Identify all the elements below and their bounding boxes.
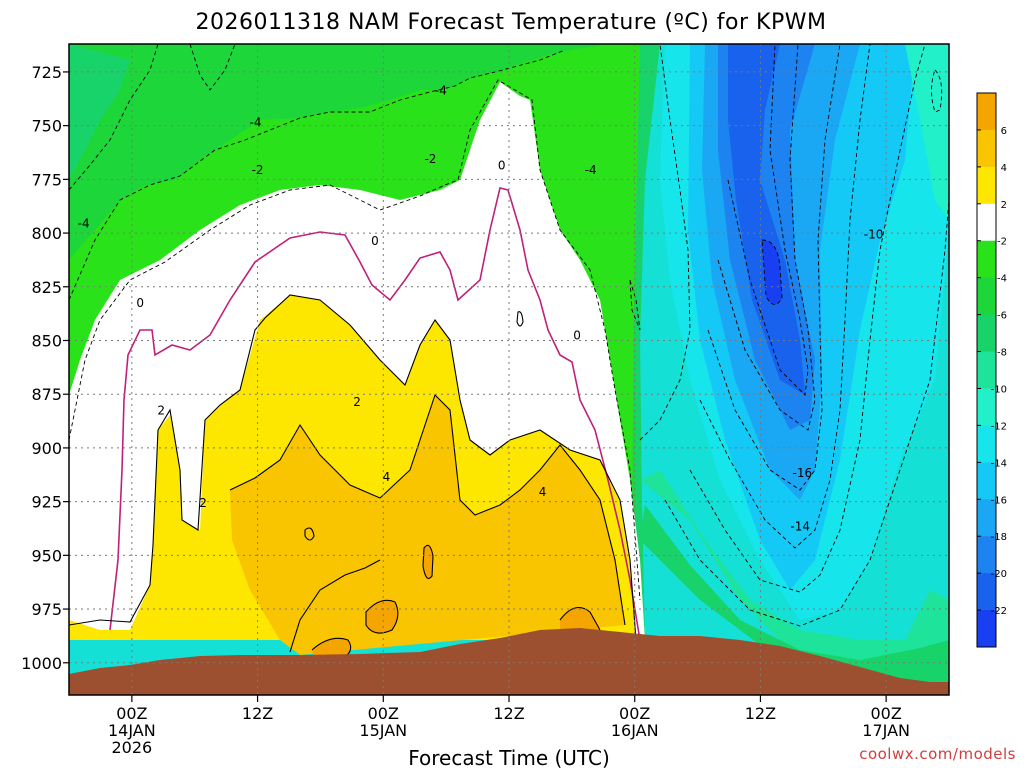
- terrain-surface: [69, 628, 949, 695]
- contour-label-1: -4: [249, 116, 261, 130]
- colorbar-label-10: -16: [991, 495, 1007, 506]
- colorbar-band-0: [977, 93, 996, 131]
- colorbar-band-6: [977, 314, 996, 353]
- x-tick-label-5: 12Z: [745, 704, 776, 723]
- colorbar-label-7: -10: [991, 384, 1007, 395]
- x-tick-label-0: 00Z 14JAN 2026: [108, 704, 156, 757]
- y-tick-label-4: 825: [31, 278, 62, 297]
- chart-title: 2026011318 NAM Forecast Temperature (ºC)…: [196, 10, 827, 35]
- credit-text: coolwx.com/models: [859, 745, 1016, 763]
- y-tick-label-1: 750: [31, 117, 62, 136]
- x-tick-label-3: 12Z: [493, 704, 524, 723]
- contour-label-7: 0: [371, 234, 379, 248]
- colorbar-label-9: -14: [991, 458, 1007, 469]
- colorbar-band-4: [977, 240, 996, 279]
- contour-label-8: 0: [498, 159, 506, 173]
- colorbar-band-13: [977, 573, 996, 611]
- contour-label-15: -10: [864, 227, 884, 241]
- colorbar-label-12: -20: [991, 569, 1007, 580]
- colorbar-band-5: [977, 277, 996, 316]
- contour-label-16: -16: [793, 466, 813, 480]
- y-axis: 725 750 775 800 825 850 875 900 925 950 975 1000: [21, 63, 69, 673]
- colorbar-label-1: 4: [1001, 163, 1007, 174]
- grid-lines: [69, 44, 949, 695]
- region-plus-6-pocket-3: [560, 607, 600, 632]
- contour-label-11: 2: [353, 395, 361, 409]
- colorbar-label-6: -8: [997, 348, 1007, 359]
- colorbar-band-14: [977, 610, 996, 648]
- region-minus-8-lower: [640, 505, 949, 684]
- contour-label-10: 2: [157, 404, 165, 418]
- colorbar-band-11: [977, 499, 996, 537]
- y-tick-label-10: 975: [31, 600, 62, 619]
- region-plus-6-pocket-4: [423, 545, 433, 579]
- positive-contours: [69, 294, 637, 661]
- x-tick-label-4: 00Z 16JAN: [611, 704, 659, 740]
- region-minus-22: [762, 240, 782, 305]
- contour-label-9: 0: [573, 328, 581, 342]
- x-tick-label-1: 12Z: [242, 704, 273, 723]
- colorbar-band-8: [977, 388, 996, 426]
- y-tick-label-6: 875: [31, 385, 62, 404]
- contour-label-2: -4: [435, 83, 447, 97]
- y-tick-label-8: 925: [31, 493, 62, 512]
- x-tick-label-6: 00Z 17JAN: [862, 704, 910, 740]
- x-axis-label: Forecast Time (UTC): [408, 746, 610, 768]
- colorbar-band-1: [977, 129, 996, 168]
- colorbar-label-8: -12: [991, 421, 1007, 432]
- colorbar-band-12: [977, 536, 996, 574]
- contour-label-3: -4: [585, 163, 597, 177]
- y-tick-label-11: 1000: [21, 654, 62, 673]
- x-axis: 00Z 14JAN 2026 12Z 00Z 15JAN 12Z 00Z 16JAN 12Z 00Z…: [108, 695, 910, 757]
- y-tick-label-5: 850: [31, 331, 62, 350]
- contour-label-13: 4: [383, 470, 391, 484]
- region-minus-10-upper-right: [905, 44, 949, 220]
- colorbar-band-3: [977, 203, 996, 242]
- colorbar-label-4: -4: [997, 274, 1007, 285]
- plot-area: [69, 44, 949, 695]
- region-minus-20-to-22: [728, 44, 805, 395]
- colorbar-band-9: [977, 425, 996, 463]
- colorbar-label-3: -2: [997, 237, 1007, 248]
- colorbar-band-10: [977, 462, 996, 500]
- colorbar-frame: [976, 92, 997, 648]
- y-tick-label-0: 725: [31, 63, 62, 82]
- y-tick-label-7: 900: [31, 439, 62, 458]
- contour-label-6: 0: [136, 296, 144, 310]
- colorbar-band-7: [977, 351, 996, 389]
- contour-labels: -4 -4 -4 -4 -2 -2 0 0 0 0 2 2 2 4 4 -10 -16 -14: [78, 83, 884, 534]
- y-tick-label-9: 950: [31, 546, 62, 565]
- x-tick-label-2: 00Z 15JAN: [359, 704, 407, 740]
- y-tick-label-3: 800: [31, 224, 62, 243]
- y-tick-label-2: 775: [31, 170, 62, 189]
- colorbar-label-0: 6: [1001, 126, 1007, 137]
- contour-label-5: -2: [424, 152, 436, 166]
- colorbar-label-5: -6: [997, 311, 1007, 322]
- contour-label-4: -2: [252, 163, 264, 177]
- colorbar-label-11: -18: [991, 532, 1007, 543]
- contour-label-14: 4: [539, 485, 547, 499]
- colorbar-band-2: [977, 166, 996, 205]
- region-plus-6-pocket-1: [366, 600, 398, 634]
- region-plus-4-to-6: [230, 395, 625, 655]
- contour-label-12: 2: [199, 496, 207, 510]
- colorbar-label-13: -22: [991, 606, 1007, 617]
- contour-label-17: -14: [790, 520, 810, 534]
- isotherm-zero-degrees: [109, 187, 641, 641]
- colorbar: 6 4 2 -2 -4 -6 -8 -10 -12 -14 -16 -18 -20 -22: [976, 92, 1007, 648]
- contour-label-0: -4: [78, 217, 90, 231]
- colorbar-label-2: 2: [1001, 200, 1007, 211]
